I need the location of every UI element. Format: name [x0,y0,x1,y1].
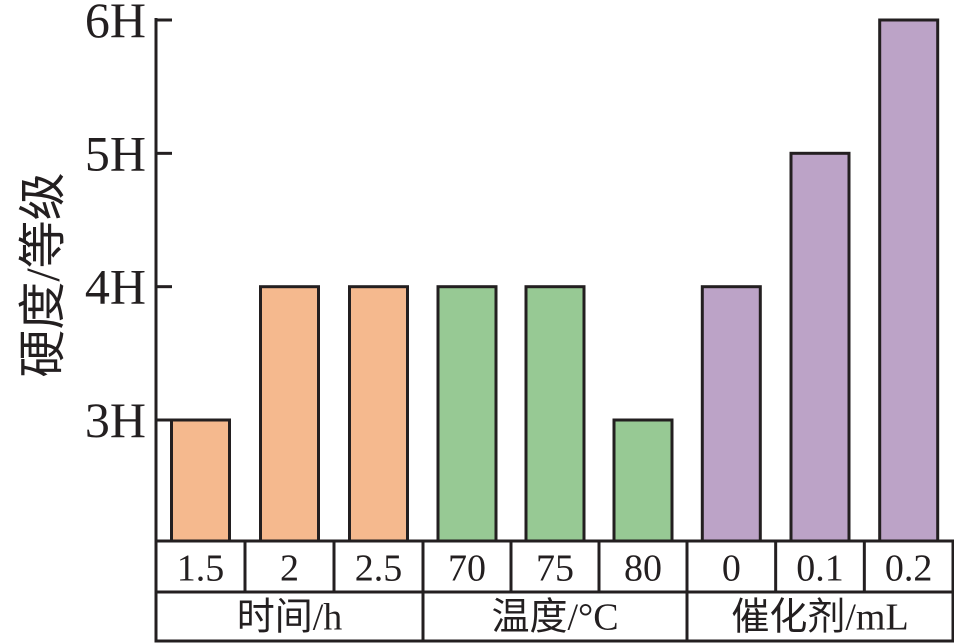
bar [259,285,320,543]
bar [612,418,674,543]
bar [789,151,851,543]
x-tick-label: 75 [536,548,574,590]
group-label: 温度/°C [491,597,618,639]
y-tick-label: 5H [85,125,146,181]
bar [436,285,498,543]
y-tick-label: 6H [85,0,146,48]
bar [170,418,231,543]
bar [878,18,940,543]
bar [348,285,409,543]
group-label: 时间/h [237,597,343,639]
x-tick-label: 70 [448,548,486,590]
y-axis-label: 硬度/等级 [17,172,70,377]
bar [700,285,762,543]
y-tick-label: 4H [85,259,146,315]
x-tick-label: 2.5 [355,548,403,590]
x-tick-label: 1.5 [177,548,225,590]
x-tick-label: 0.1 [796,548,844,590]
x-tick-label: 2 [280,548,299,590]
bar [524,285,586,543]
x-tick-label: 0.2 [885,548,933,590]
x-tick-label: 80 [624,548,662,590]
y-tick-label: 3H [85,392,146,448]
x-tick-label: 0 [722,548,741,590]
group-label: 催化剂/mL [731,597,908,639]
